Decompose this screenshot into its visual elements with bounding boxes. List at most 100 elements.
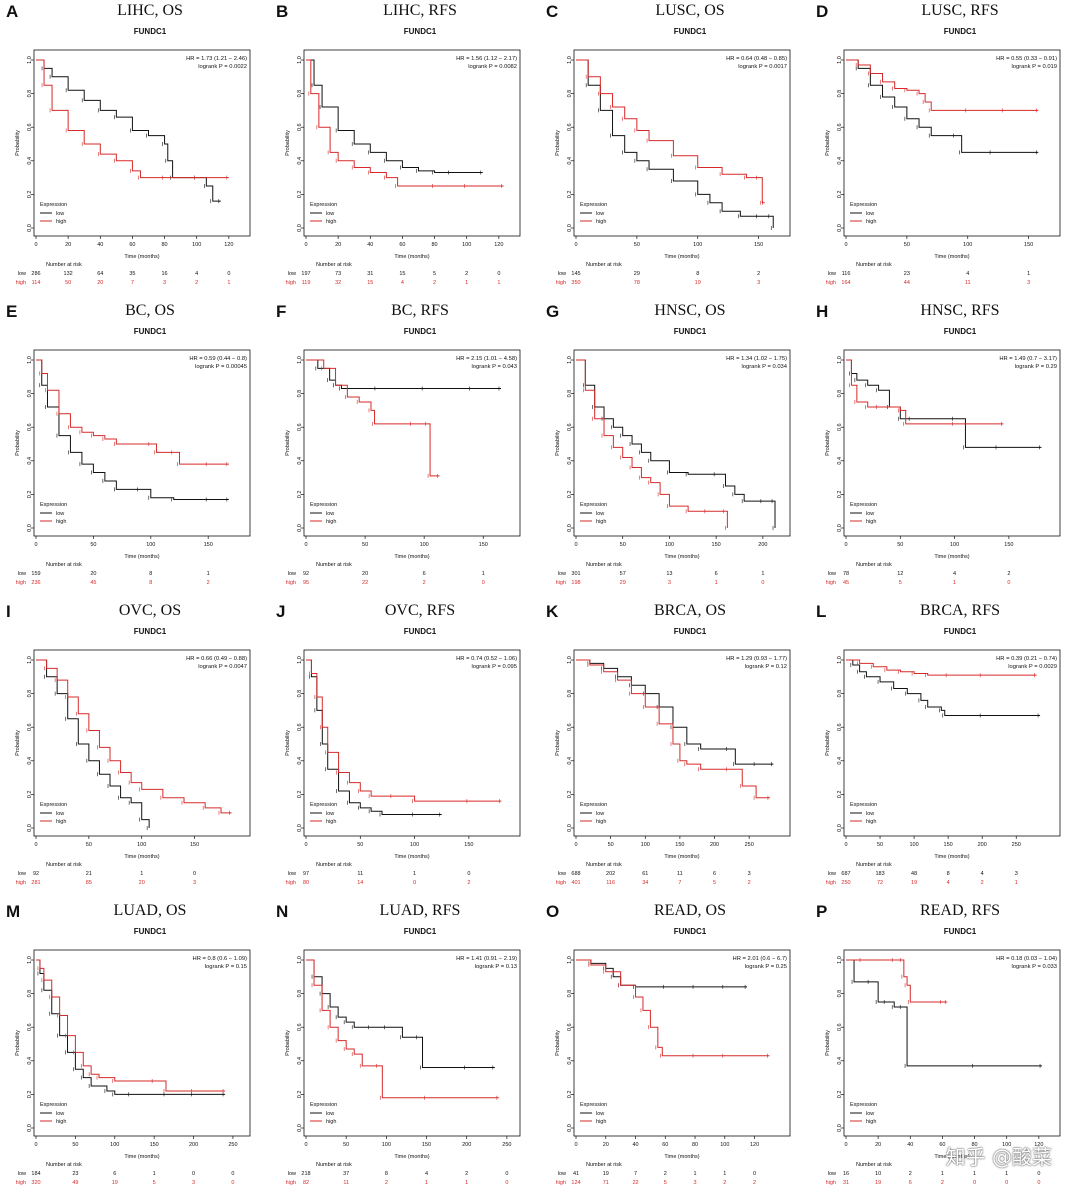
gene-label: FUNDC1 [133, 327, 167, 336]
x-tick-label: 150 [1004, 542, 1013, 548]
hazard-ratio: HR = 1.34 (1.02 − 1.75) [726, 356, 787, 362]
x-axis-label: Time (months) [934, 554, 969, 560]
risk-count-high: 50 [65, 280, 71, 286]
plot-frame [303, 949, 521, 1137]
legend-label-low: low [56, 1111, 64, 1117]
risk-count-high: 0 [1037, 1180, 1040, 1186]
legend-label-high: high [326, 519, 336, 525]
risk-count-high: 124 [571, 1180, 580, 1186]
panel-letter: L [816, 602, 827, 621]
risk-count-high: 119 [302, 280, 311, 286]
hazard-ratio: HR = 1.41 (0.91 − 2.19) [456, 956, 517, 962]
y-tick-label: 0.8 [297, 390, 303, 398]
y-tick-label: 0.0 [567, 824, 573, 832]
legend-title: Expression [40, 502, 67, 508]
x-tick-label: 50 [877, 842, 883, 848]
y-tick-label: 0.0 [27, 224, 33, 232]
risk-count-high: 19 [112, 1180, 118, 1186]
y-tick-label: 1.0 [297, 656, 303, 664]
y-tick-label: 0.8 [837, 690, 843, 698]
risk-row-label-high: high [826, 1180, 836, 1186]
risk-count-high: 1 [425, 1180, 428, 1186]
y-tick-label: 0.8 [27, 90, 33, 98]
risk-count-high: 45 [90, 580, 96, 586]
risk-table-title: Number at risk [856, 562, 892, 568]
hazard-ratio: HR = 0.8 (0.6 − 1.09) [193, 956, 248, 962]
risk-count-high: 0 [1007, 580, 1010, 586]
x-tick-label: 50 [634, 242, 640, 248]
km-curve-low [576, 59, 774, 228]
x-axis-label: Time (months) [394, 254, 429, 260]
x-axis-label: Time (months) [664, 554, 699, 560]
x-tick-label: 250 [228, 1142, 237, 1148]
y-tick-label: 0.4 [297, 157, 303, 165]
risk-count-low: 1 [694, 1171, 697, 1177]
x-tick-label: 60 [399, 242, 405, 248]
logrank-p: logrank P = 0.0047 [198, 664, 247, 670]
legend-title: Expression [40, 802, 67, 808]
panel-letter: I [6, 602, 11, 621]
risk-count-high: 2 [207, 580, 210, 586]
risk-count-low: 0 [193, 871, 196, 877]
risk-count-high: 5 [153, 1180, 156, 1186]
y-tick-label: 1.0 [27, 656, 33, 664]
risk-count-low: 11 [357, 871, 363, 877]
risk-count-low: 92 [303, 571, 309, 577]
hazard-ratio: HR = 1.56 (1.12 − 2.17) [456, 56, 517, 62]
y-tick-label: 0.6 [567, 723, 573, 731]
y-tick-label: 0.2 [837, 791, 843, 799]
km-curve-high [576, 59, 765, 204]
risk-count-low: 64 [97, 271, 103, 277]
km-plot: 0.0 0.2 0.4 0.6 0.8 1.0 Probability 0 50 100 150 Ti… [555, 49, 791, 286]
risk-table-title: Number at risk [46, 562, 82, 568]
km-curve-high [306, 659, 502, 802]
y-tick-label: 0.4 [567, 157, 573, 165]
x-tick-label: 100 [950, 542, 959, 548]
risk-table-title: Number at risk [856, 262, 892, 268]
risk-row-label-low: low [828, 271, 836, 277]
y-tick-label: 0.2 [27, 491, 33, 499]
hazard-ratio: HR = 0.64 (0.48 − 0.85) [726, 56, 787, 62]
legend-label-high: high [866, 519, 876, 525]
x-tick-label: 50 [620, 542, 626, 548]
risk-count-high: 31 [843, 1180, 849, 1186]
km-curve-high [846, 59, 1039, 111]
panel-title: OVC, OS [118, 602, 182, 619]
risk-count-low: 0 [467, 871, 470, 877]
risk-row-label-high: high [16, 1180, 26, 1186]
y-tick-label: 0.0 [567, 524, 573, 532]
legend-label-low: low [596, 511, 604, 517]
y-tick-label: 0.8 [837, 390, 843, 398]
y-tick-label: 1.0 [567, 956, 573, 964]
x-tick-label: 0 [34, 542, 37, 548]
x-tick-label: 80 [692, 1142, 698, 1148]
risk-count-high: 401 [571, 880, 580, 886]
x-axis-label: Time (months) [664, 254, 699, 260]
km-panel-P: P READ, RFS FUNDC1 0.0 0.2 0.4 0.6 0.8 1.0 Probab… [810, 900, 1080, 1200]
legend-title: Expression [580, 802, 607, 808]
risk-count-high: 14 [357, 880, 363, 886]
y-axis-label: Probability [15, 130, 21, 156]
x-axis-label: Time (months) [394, 1154, 429, 1160]
risk-count-low: 21 [86, 871, 92, 877]
y-tick-label: 1.0 [837, 56, 843, 64]
legend-label-high: high [56, 1119, 66, 1125]
legend-title: Expression [850, 502, 877, 508]
gene-label: FUNDC1 [673, 927, 707, 936]
x-tick-label: 40 [632, 1142, 638, 1148]
y-tick-label: 0.0 [297, 524, 303, 532]
legend-title: Expression [40, 1102, 67, 1108]
risk-count-low: 29 [634, 271, 640, 277]
risk-count-low: 19 [603, 1171, 609, 1177]
risk-count-high: 3 [694, 1180, 697, 1186]
x-axis-label: Time (months) [664, 854, 699, 860]
logrank-p: logrank P = 0.15 [205, 964, 247, 970]
risk-count-low: 6 [713, 871, 716, 877]
legend-label-high: high [596, 219, 606, 225]
risk-count-high: 20 [139, 880, 145, 886]
x-tick-label: 0 [574, 242, 577, 248]
panel-letter: F [276, 302, 287, 321]
km-curve-low [306, 959, 495, 1069]
x-tick-label: 50 [90, 542, 96, 548]
